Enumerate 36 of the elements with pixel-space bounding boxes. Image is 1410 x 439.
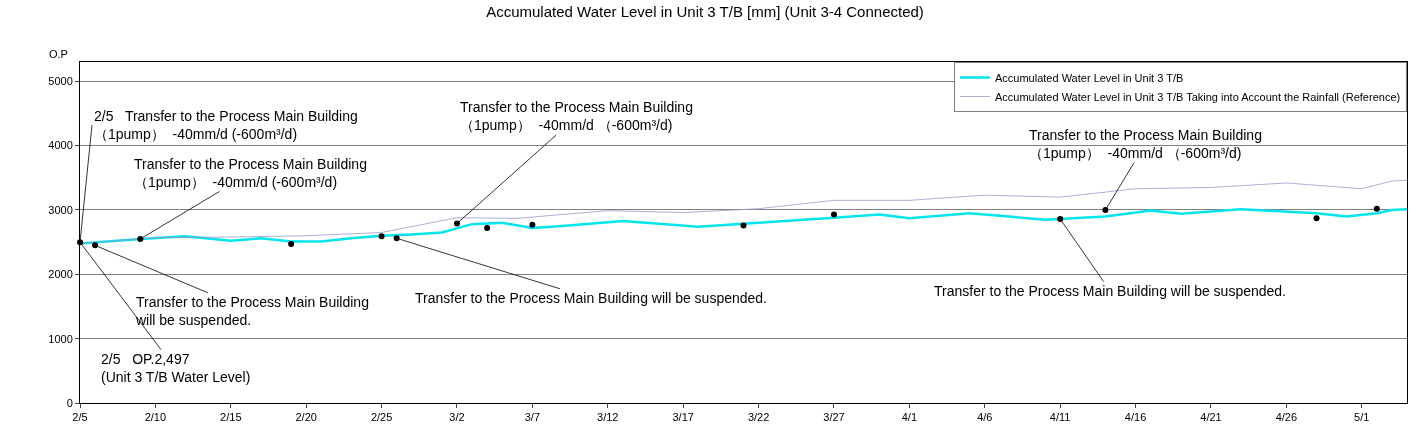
annotation: Transfer to the Process Main Building （1pump） -40mm/d (-600m³/d) [134, 156, 367, 191]
annotation: Transfer to the Process Main Building （1pump） -40mm/d （-600m³/d) [460, 99, 693, 134]
annotation: Transfer to the Process Main Building （1pump） -40mm/d （-600m³/d) [1029, 127, 1262, 162]
annotation: Transfer to the Process Main Building will be suspended. [934, 283, 1286, 299]
legend-label: Accumulated Water Level in Unit 3 T/B [995, 71, 1184, 84]
x-tick-label: 3/7 [524, 411, 541, 424]
x-tick-label: 4/26 [1275, 411, 1298, 424]
y-tick-label: 0 [66, 396, 73, 409]
x-tick-label: 4/16 [1124, 411, 1147, 424]
y-tick-label: 4000 [48, 139, 73, 152]
chart-title: Accumulated Water Level in Unit 3 T/B [mm] (Unit 3-4 Connected) [486, 3, 924, 21]
y-axis-title: O.P [49, 48, 68, 60]
x-tick-label: 2/5 [72, 411, 88, 424]
x-tick-label: 3/17 [672, 411, 694, 424]
x-tick-label: 4/1 [901, 411, 918, 424]
x-tick-label: 2/20 [295, 411, 317, 424]
x-tick-label: 5/1 [1354, 411, 1370, 424]
x-tick-label: 3/27 [823, 411, 845, 424]
x-tick-label: 3/22 [747, 411, 770, 424]
y-tick-label: 3000 [48, 203, 73, 216]
x-tick-label: 4/6 [977, 411, 993, 424]
x-tick-label: 4/21 [1200, 411, 1222, 424]
x-tick-label: 3/2 [449, 411, 465, 424]
x-tick-label: 2/25 [370, 411, 393, 424]
annotation: 2/5 Transfer to the Process Main Building （1pump） -40mm/d (-600m³/d) [94, 108, 358, 143]
legend-label: Accumulated Water Level in Unit 3 T/B Taking into Account the Rainfall (Reference) [995, 90, 1401, 103]
annotation: 2/5 OP.2,497 (Unit 3 T/B Water Level) [101, 351, 251, 386]
x-tick-label: 2/15 [220, 411, 242, 424]
y-tick-label: 1000 [48, 332, 73, 345]
x-tick-label: 2/10 [144, 411, 167, 424]
y-tick-label: 2000 [48, 268, 73, 281]
x-tick-label: 3/12 [597, 411, 619, 424]
y-tick-label: 5000 [48, 75, 73, 88]
annotation: Transfer to the Process Main Building will be suspended. [135, 294, 369, 329]
annotation: Transfer to the Process Main Building will be suspended. [415, 290, 767, 306]
x-tick-label: 4/11 [1049, 411, 1071, 424]
